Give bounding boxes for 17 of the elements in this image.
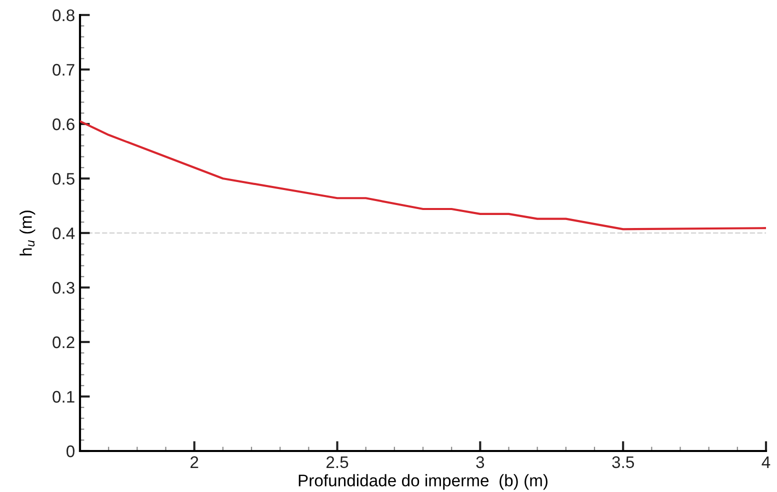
x-tick-label: 3.5	[612, 456, 634, 468]
y-tick-label: 0.3	[52, 282, 74, 294]
line-series	[80, 120, 766, 230]
x-axis-title: Profundidade do imperme (b) (m)	[298, 474, 548, 490]
y-tick-label: 0.7	[52, 64, 74, 76]
x-tick-label: 4	[762, 456, 770, 468]
y-tick-label: 0.8	[52, 9, 74, 22]
y-tick-label: 0	[66, 445, 74, 458]
x-tick-label: 3	[476, 456, 484, 468]
x-tick-label: 2	[190, 456, 198, 468]
x-tick-label: 2.5	[326, 456, 348, 468]
y-tick-label: 0.1	[52, 390, 74, 403]
y-axis-title: h$_{u}$ (m)	[20, 210, 36, 256]
y-tick-label: 0.6	[52, 118, 74, 130]
y-tick-label: 0.5	[52, 172, 74, 185]
y-tick-label: 0.2	[52, 336, 74, 348]
y-tick-label: 0.4	[52, 227, 75, 240]
